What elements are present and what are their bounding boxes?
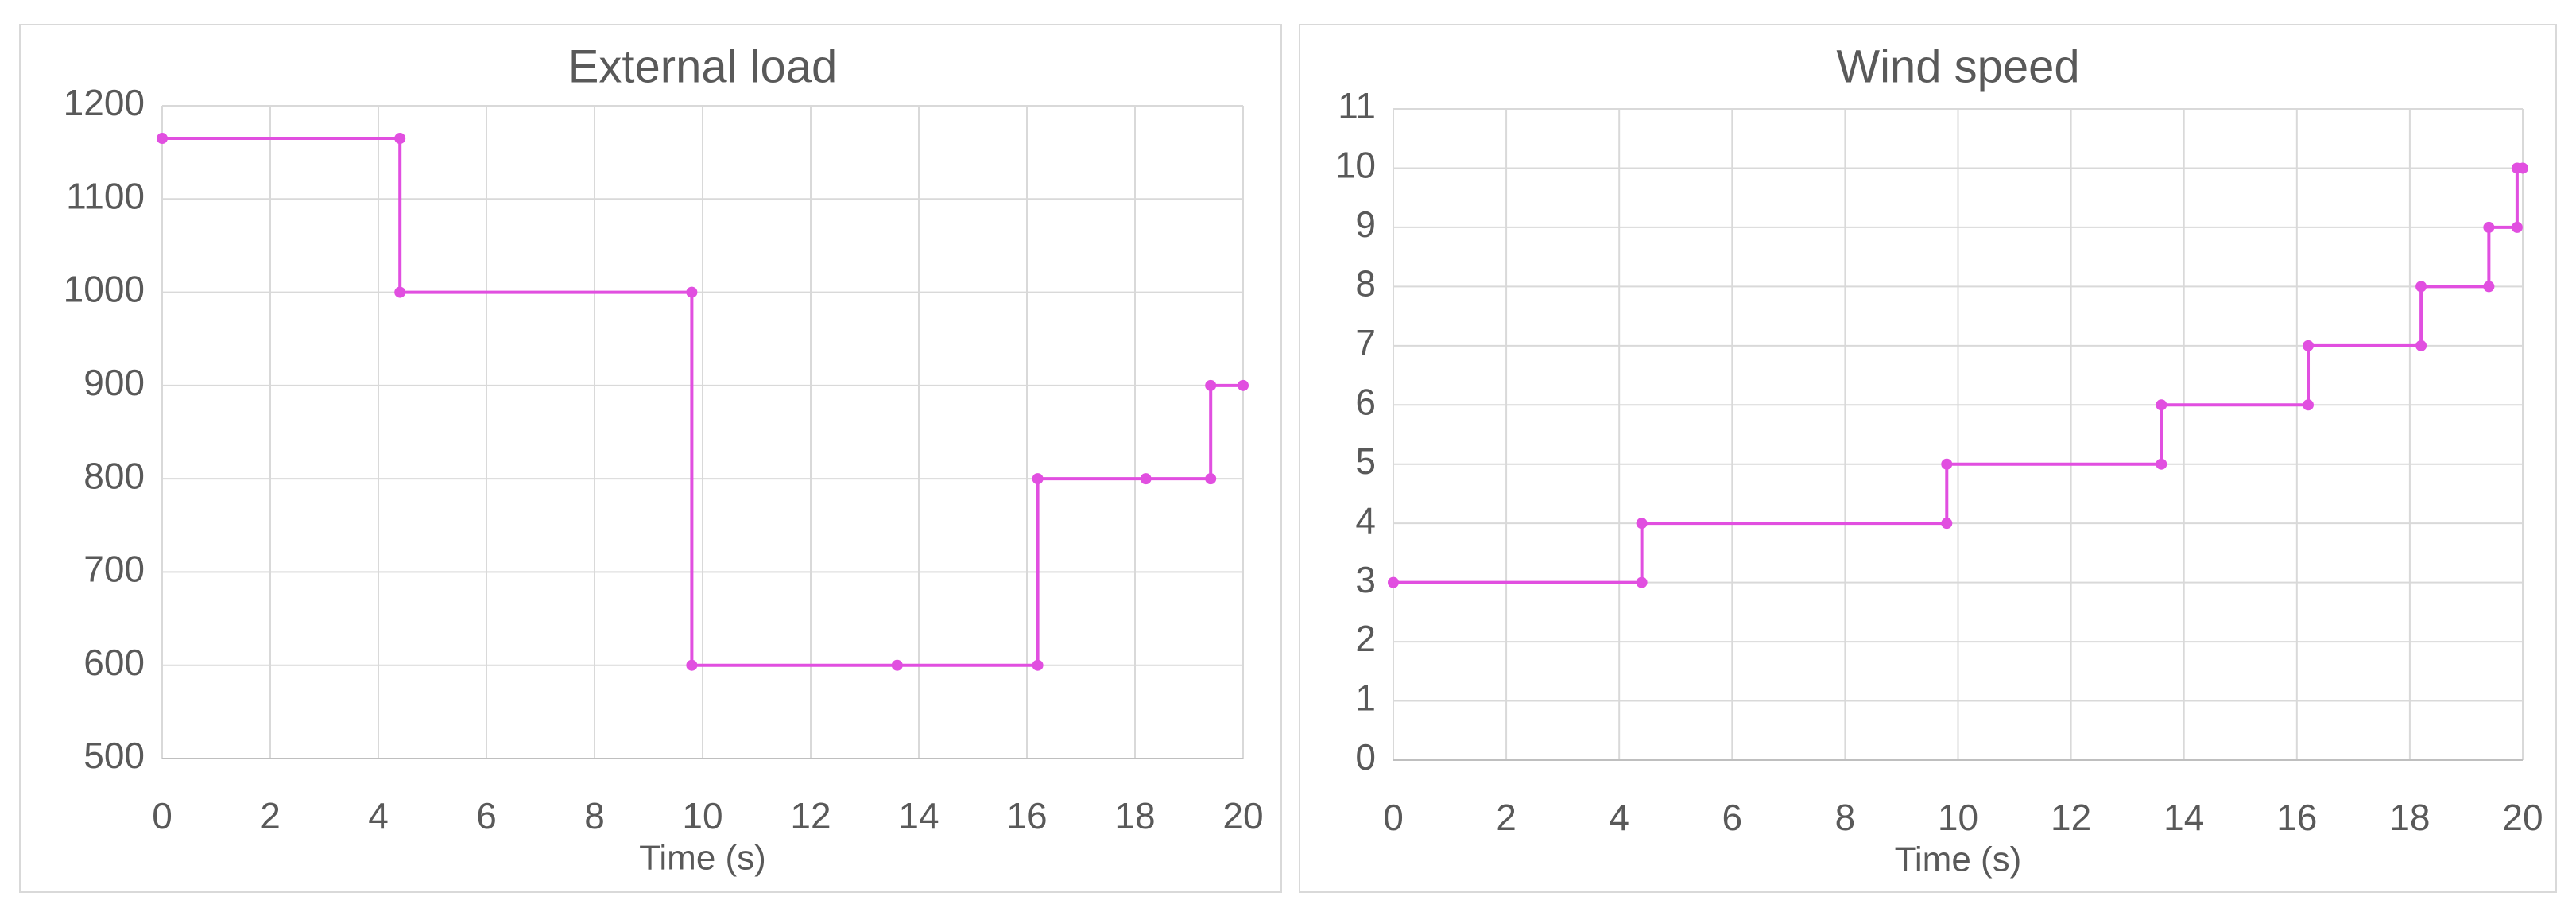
x-tick-label: 12 — [790, 795, 831, 836]
x-tick-label: 14 — [2163, 797, 2204, 838]
data-point — [2156, 399, 2167, 411]
y-tick-label: 2 — [1355, 618, 1376, 659]
data-point — [2415, 340, 2427, 351]
chart-title: External load — [568, 41, 838, 92]
x-tick-label: 8 — [584, 795, 605, 836]
x-axis-title: Time (s) — [1895, 840, 2022, 879]
y-tick-label: 4 — [1355, 499, 1376, 541]
x-tick-label: 6 — [1722, 797, 1743, 838]
y-tick-label: 11 — [1338, 85, 1376, 126]
x-tick-label: 14 — [898, 795, 939, 836]
y-tick-label: 500 — [83, 735, 145, 776]
y-tick-label: 1200 — [64, 82, 145, 123]
chart-title: Wind speed — [1836, 41, 2079, 92]
data-point — [157, 133, 168, 145]
data-point — [1205, 473, 1217, 485]
data-line — [162, 137, 1243, 667]
data-point — [2511, 221, 2523, 233]
chart-border — [19, 24, 1282, 893]
y-tick-label: 700 — [83, 549, 145, 590]
y-tick-label: 0 — [1355, 736, 1376, 778]
y-tick-label: 5 — [1355, 440, 1376, 482]
data-point — [2303, 340, 2315, 351]
data-point — [2483, 281, 2495, 293]
data-point — [686, 659, 698, 671]
data-point — [2303, 399, 2315, 411]
data-line — [1393, 166, 2523, 584]
y-tick-label: 900 — [83, 362, 145, 403]
x-tick-label: 10 — [682, 795, 722, 836]
x-tick-label: 4 — [368, 795, 389, 836]
y-tick-label: 10 — [1335, 145, 1376, 186]
data-point — [2156, 458, 2167, 470]
y-tick-label: 7 — [1355, 322, 1376, 363]
y-tick-label: 600 — [83, 642, 145, 683]
x-tick-label: 20 — [1222, 795, 1263, 836]
chart-border — [1299, 24, 2557, 893]
data-point — [1140, 473, 1152, 485]
x-tick-label: 0 — [1383, 797, 1404, 838]
data-point — [1032, 659, 1044, 671]
data-point — [1032, 473, 1044, 485]
y-tick-label: 1 — [1355, 677, 1376, 719]
data-point — [1636, 518, 1648, 530]
data-point — [1941, 518, 1953, 530]
data-point — [1941, 458, 1953, 470]
x-axis-title: Time (s) — [639, 839, 766, 878]
data-point — [891, 659, 903, 671]
x-tick-label: 16 — [2276, 797, 2317, 838]
data-point — [2415, 281, 2427, 293]
y-tick-label: 3 — [1355, 559, 1376, 600]
x-tick-label: 10 — [1938, 797, 1978, 838]
x-tick-label: 6 — [476, 795, 497, 836]
x-tick-label: 18 — [1114, 795, 1155, 836]
x-tick-label: 16 — [1006, 795, 1047, 836]
data-point — [394, 286, 406, 298]
y-tick-label: 9 — [1355, 204, 1376, 245]
data-point — [394, 133, 406, 145]
x-tick-label: 4 — [1609, 797, 1629, 838]
data-point — [1636, 576, 1648, 588]
y-tick-label: 8 — [1355, 263, 1376, 305]
data-point — [2517, 162, 2528, 174]
y-tick-label: 800 — [83, 455, 145, 496]
data-point — [1205, 379, 1217, 391]
data-point — [2483, 221, 2495, 233]
x-tick-label: 12 — [2051, 797, 2091, 838]
data-point — [1238, 379, 1249, 391]
x-tick-label: 18 — [2389, 797, 2430, 838]
y-tick-label: 1100 — [66, 175, 145, 216]
x-tick-label: 0 — [152, 795, 172, 836]
data-point — [1388, 576, 1399, 588]
y-tick-label: 1000 — [64, 269, 145, 310]
x-tick-label: 8 — [1835, 797, 1856, 838]
data-point — [686, 286, 698, 298]
x-tick-label: 2 — [1496, 797, 1517, 838]
y-tick-label: 6 — [1355, 381, 1376, 422]
x-tick-label: 2 — [260, 795, 281, 836]
x-tick-label: 20 — [2502, 797, 2543, 838]
